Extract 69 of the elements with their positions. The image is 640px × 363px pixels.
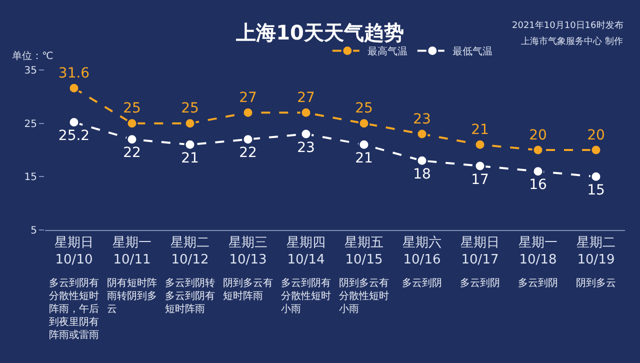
y-tick-label: 5 — [30, 226, 37, 236]
text: 2021年10月10日16时发布 — [512, 20, 624, 31]
point — [242, 106, 254, 118]
point — [184, 138, 196, 150]
point — [126, 118, 138, 130]
text: 阴到多云有分散性短时小雨 — [339, 277, 389, 315]
data-label: 21 — [355, 150, 373, 166]
point — [68, 82, 80, 94]
text: 多云到阴有分散性短时阵雨，午后到夜里阴有阵雨或雷雨 — [49, 277, 99, 341]
data-label: 25 — [355, 100, 373, 117]
legend-label: 最低气温 — [452, 46, 492, 58]
point — [358, 118, 370, 130]
y-tick-label: 25 — [24, 118, 37, 130]
legend-label: 最高气温 — [367, 46, 408, 58]
data-label: 22 — [239, 145, 257, 162]
x-tick-label: 星期二 10/19 — [576, 236, 616, 268]
data-label: 18 — [413, 166, 431, 182]
point — [416, 128, 428, 140]
data-label: 20 — [529, 127, 547, 144]
chart-title: 上海10天天气趋势 — [235, 20, 404, 44]
text: 上海市气象服务中心 制作 — [521, 36, 623, 47]
x-tick-label: 星期四 10/14 — [286, 236, 326, 268]
text: 阴到多云有短时阵雨 — [223, 277, 273, 302]
text: 多云到阴 — [402, 277, 442, 289]
x-tick-label: 星期日 10/17 — [460, 236, 500, 268]
point — [590, 170, 602, 182]
data-label: 20 — [587, 127, 605, 144]
x-tick-label: 星期六 10/16 — [402, 236, 442, 268]
y-tick-label: 35 — [24, 66, 37, 76]
x-tick-label: 星期一 10/11 — [112, 236, 152, 268]
data-label: 25 — [181, 100, 199, 117]
data-label: 23 — [413, 111, 431, 128]
point — [300, 106, 312, 118]
data-label: 21 — [471, 122, 489, 138]
data-label: 16 — [529, 177, 547, 194]
data-label: 25.2 — [58, 128, 90, 144]
point — [532, 166, 544, 178]
data-label: 22 — [123, 145, 141, 162]
x-tick-label: 星期三 10/13 — [228, 236, 268, 268]
data-label: 17 — [471, 172, 489, 188]
point — [126, 134, 138, 146]
point — [358, 138, 370, 150]
data-label: 27 — [239, 90, 257, 106]
text: 多云到阴有分散性短时小雨 — [281, 277, 331, 315]
text: 多云到阴 — [518, 277, 558, 289]
x-tick-label: 星期二 10/12 — [170, 236, 210, 268]
y-tick-label: 15 — [24, 172, 37, 184]
point — [532, 144, 544, 156]
text: 多云到阴转多云到阴有短时阵雨 — [165, 277, 215, 315]
point — [416, 154, 428, 166]
point — [474, 160, 486, 172]
y-axis-title: 单位：℃ — [12, 50, 54, 62]
text: 阴到多云 — [576, 277, 616, 289]
data-label: 31.6 — [58, 65, 90, 82]
data-label: 27 — [297, 90, 315, 106]
point — [300, 128, 312, 140]
x-tick-label: 星期五 10/15 — [344, 236, 384, 268]
point — [474, 138, 486, 150]
point — [242, 134, 254, 146]
data-label: 21 — [181, 150, 199, 166]
text: 多云到阴 — [460, 277, 500, 289]
data-label: 15 — [587, 182, 605, 198]
point — [184, 118, 196, 130]
x-tick-label: 星期日 10/10 — [54, 236, 94, 268]
point — [590, 144, 602, 156]
text: 阴有短时阵雨转阴到多云 — [107, 277, 157, 315]
x-tick-label: 星期一 10/18 — [518, 236, 558, 268]
data-label: 25 — [123, 100, 141, 117]
data-label: 23 — [297, 140, 315, 156]
